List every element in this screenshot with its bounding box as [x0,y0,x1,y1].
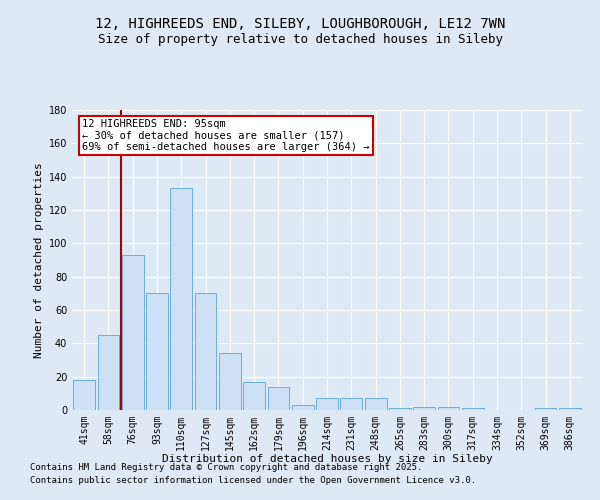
Text: Contains public sector information licensed under the Open Government Licence v3: Contains public sector information licen… [30,476,476,485]
Bar [437,406,460,410]
Bar [97,335,119,410]
Bar [340,398,362,410]
Bar [268,386,289,410]
Bar [535,408,556,410]
Y-axis label: Number of detached properties: Number of detached properties [34,162,44,358]
X-axis label: Distribution of detached houses by size in Sileby: Distribution of detached houses by size … [161,454,493,464]
Bar [413,406,435,410]
Bar [122,255,143,410]
Bar [389,408,411,410]
Text: Size of property relative to detached houses in Sileby: Size of property relative to detached ho… [97,32,503,46]
Bar [243,382,265,410]
Bar [316,398,338,410]
Bar [559,408,581,410]
Bar [292,405,314,410]
Bar [194,294,217,410]
Bar [219,354,241,410]
Text: 12, HIGHREEDS END, SILEBY, LOUGHBOROUGH, LE12 7WN: 12, HIGHREEDS END, SILEBY, LOUGHBOROUGH,… [95,18,505,32]
Bar [170,188,192,410]
Bar [146,294,168,410]
Bar [462,408,484,410]
Bar [73,380,95,410]
Text: 12 HIGHREEDS END: 95sqm
← 30% of detached houses are smaller (157)
69% of semi-d: 12 HIGHREEDS END: 95sqm ← 30% of detache… [82,119,370,152]
Bar [365,398,386,410]
Text: Contains HM Land Registry data © Crown copyright and database right 2025.: Contains HM Land Registry data © Crown c… [30,464,422,472]
